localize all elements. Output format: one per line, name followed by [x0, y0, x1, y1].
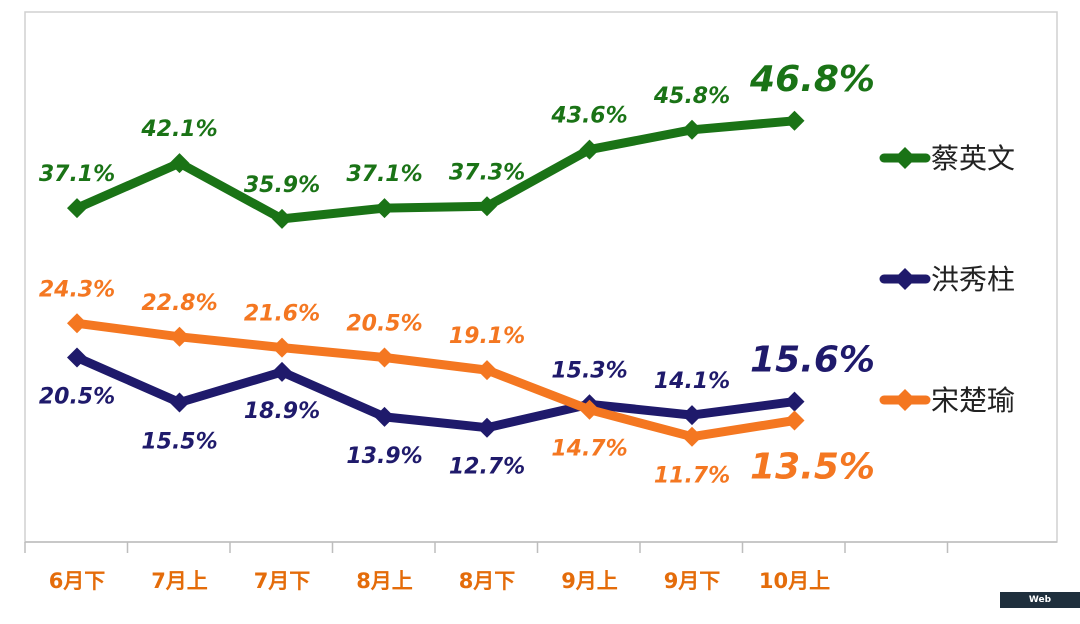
data-label: 15.5% — [141, 430, 217, 455]
data-label-layer: 37.1% 42.1% 35.9% 37.1% 37.3% 43.6% 45.8% 46.8%… — [39, 59, 875, 489]
line-chart: 6月下 7月上 7月下 8月上 8月下 9月上 9月下 10月上 37.1% 42.1% 35.9… — [24, 11, 1058, 593]
data-marker — [784, 410, 805, 431]
data-marker — [579, 139, 600, 160]
data-marker — [272, 337, 292, 358]
series-layer — [67, 110, 805, 447]
legend-swatch-marker — [894, 147, 916, 169]
x-tick-label: 6月下 — [49, 569, 106, 593]
data-label: 14.1% — [654, 369, 730, 394]
data-marker — [477, 417, 497, 438]
data-marker — [272, 361, 292, 382]
series-line — [72, 353, 799, 433]
legend-label: 洪秀柱 — [931, 263, 1015, 296]
data-marker — [169, 153, 190, 174]
x-tick-label: 8月上 — [356, 569, 413, 593]
data-label: 15.3% — [551, 358, 627, 383]
x-tick-label: 7月下 — [254, 569, 311, 593]
data-marker — [477, 196, 497, 217]
data-label: 37.1% — [346, 162, 422, 187]
data-label: 22.8% — [141, 291, 217, 316]
data-label: 14.7% — [551, 437, 627, 462]
legend-label: 蔡英文 — [931, 142, 1015, 175]
data-label: 43.6% — [550, 104, 627, 129]
data-marker — [682, 426, 702, 447]
data-marker — [682, 405, 702, 426]
data-label: 21.6% — [244, 302, 320, 327]
x-tick-label: 8月下 — [459, 569, 516, 593]
data-label: 15.6% — [750, 340, 875, 381]
data-marker — [272, 208, 292, 229]
series-line — [72, 318, 799, 442]
data-label: 20.5% — [39, 385, 115, 410]
x-tick-label: 9月下 — [664, 569, 721, 593]
data-marker — [477, 360, 497, 381]
data-marker — [169, 326, 190, 347]
data-marker — [784, 391, 805, 412]
data-marker — [579, 399, 600, 420]
data-label: 35.9% — [244, 173, 320, 198]
data-label: 19.1% — [449, 324, 525, 349]
data-label: 12.7% — [449, 455, 525, 480]
data-marker — [67, 313, 87, 334]
data-marker — [67, 347, 87, 368]
data-label: 11.7% — [654, 464, 730, 489]
x-tick-label: 9月上 — [561, 569, 618, 593]
data-label: 46.8% — [749, 59, 875, 100]
data-label: 37.3% — [449, 160, 525, 185]
data-marker — [374, 347, 395, 368]
data-label: 13.9% — [346, 444, 422, 469]
legend-label: 宋楚瑜 — [931, 384, 1015, 417]
x-tick-label: 10月上 — [759, 569, 830, 593]
x-tick-label: 7月上 — [151, 569, 208, 593]
legend-swatch-marker — [894, 268, 916, 290]
data-label: 18.9% — [244, 399, 320, 424]
data-marker — [374, 198, 395, 219]
data-marker — [682, 119, 702, 140]
x-axis: 6月下 7月上 7月下 8月上 8月下 9月上 9月下 10月上 — [24, 541, 1057, 593]
data-marker — [784, 110, 805, 131]
watermark-badge: Web Screenshot — [1000, 592, 1080, 621]
data-label: 45.8% — [653, 84, 730, 109]
data-marker — [374, 406, 395, 427]
data-label: 42.1% — [140, 117, 217, 142]
data-label: 24.3% — [39, 277, 115, 302]
data-marker — [169, 392, 190, 413]
series-line — [72, 116, 799, 224]
data-label: 37.1% — [39, 162, 115, 187]
data-label: 13.5% — [750, 447, 875, 488]
data-marker — [67, 198, 87, 219]
legend-swatch-marker — [894, 389, 916, 411]
data-label: 20.5% — [346, 312, 422, 337]
